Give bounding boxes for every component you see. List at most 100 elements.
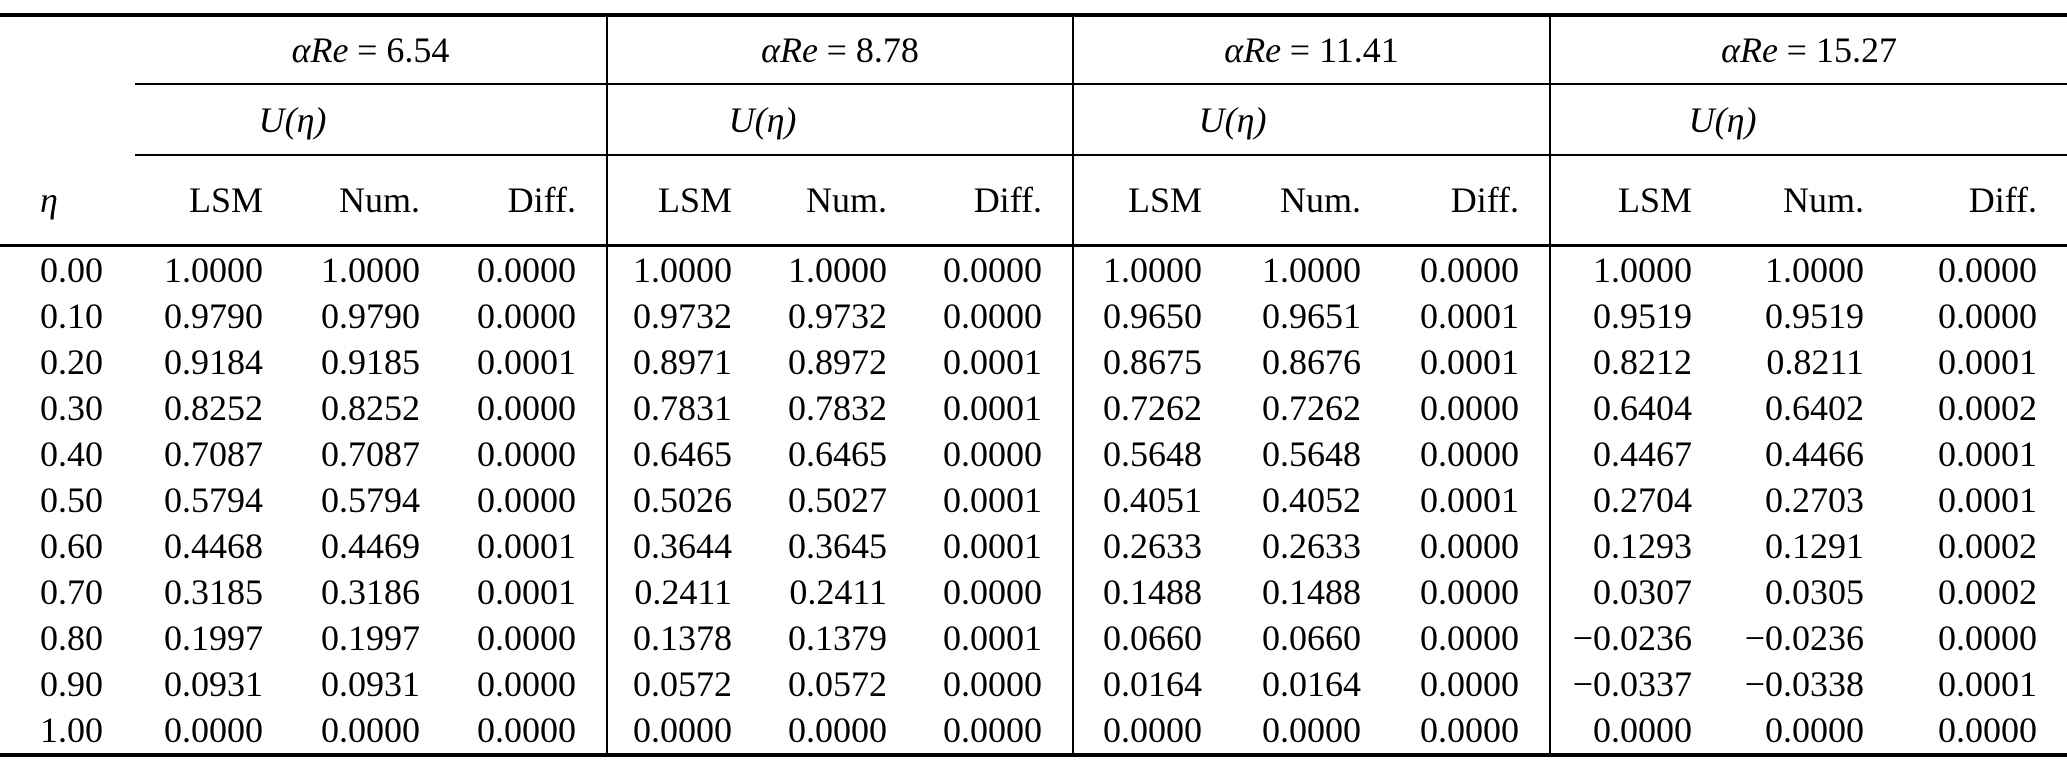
value-lsm: 0.4467 (1549, 431, 1723, 477)
param-symbol: αRe (1721, 30, 1779, 70)
value-num: 0.4469 (321, 526, 420, 566)
eta-column-header: η (0, 155, 135, 247)
value-lsm: 0.1488 (1072, 569, 1233, 615)
value-num: 0.1997 (321, 618, 420, 658)
num-header: Num. (1722, 155, 1895, 247)
diff-header: Diff. (917, 155, 1074, 247)
param-value: = 8.78 (826, 30, 919, 70)
u-header-1: U(η) (135, 84, 450, 156)
table-row: 0.20 0.9184 0.9185 0.0001 0.8971 0.8972 0.0001… (0, 339, 2067, 385)
value-num: −0.0338 (1744, 664, 1865, 704)
table-row: 1.00 0.0000 0.0000 0.0000 0.0000 0.0000 0.0000… (0, 707, 2067, 757)
value-lsm: 0.0000 (1072, 707, 1233, 757)
u-header-spacer (917, 84, 1074, 156)
value-diff: 0.0000 (917, 707, 1074, 757)
value-num: 0.3186 (321, 572, 420, 612)
value-num: 0.1291 (1765, 526, 1865, 566)
value-num: 0.0000 (293, 707, 450, 757)
value-num: 0.0000 (762, 707, 917, 757)
value-diff: 0.0000 (477, 296, 576, 336)
value-lsm: 0.2704 (1549, 477, 1723, 523)
value-lsm: 0.8212 (1549, 339, 1723, 385)
value-num: 0.4052 (1262, 480, 1362, 520)
value-lsm: 0.6404 (1549, 385, 1723, 431)
value-num: 0.7262 (1262, 388, 1362, 428)
results-table: αRe = 6.54 αRe = 8.78 αRe = 11.41 αRe = 15.2… (0, 13, 2067, 757)
eta-value: 0.40 (40, 434, 103, 474)
value-diff: 0.0002 (1938, 572, 2038, 612)
eta-value: 0.30 (40, 388, 103, 428)
value-lsm: 0.0307 (1549, 569, 1723, 615)
value-num: 0.2633 (1262, 526, 1362, 566)
table-row: 0.00 1.0000 1.0000 0.0000 1.0000 1.0000 0.0000… (0, 245, 2067, 293)
value-lsm: 0.8252 (164, 388, 263, 428)
eta-value: 0.80 (40, 618, 103, 658)
value-diff: 0.0001 (943, 618, 1043, 658)
value-num: 0.9651 (1262, 296, 1362, 336)
value-lsm: 0.0164 (1072, 661, 1233, 707)
value-lsm: 0.9184 (164, 342, 263, 382)
value-diff: 0.0000 (943, 250, 1043, 290)
lsm-header: LSM (1549, 155, 1723, 247)
value-diff: 0.0002 (1938, 388, 2038, 428)
value-diff: 0.0000 (1420, 572, 1520, 612)
value-num: 0.5794 (321, 480, 420, 520)
value-diff: 0.0000 (1420, 664, 1520, 704)
value-lsm: 0.8675 (1072, 339, 1233, 385)
value-num: 0.3645 (788, 526, 887, 566)
value-lsm: 1.0000 (606, 245, 762, 293)
lsm-header: LSM (606, 155, 762, 247)
value-diff: 0.0000 (1420, 526, 1520, 566)
value-diff: 0.0000 (943, 434, 1043, 474)
value-diff: 0.0000 (1391, 707, 1551, 757)
value-lsm: 0.0931 (164, 664, 263, 704)
lsm-header: LSM (135, 155, 293, 247)
value-num: 0.8972 (788, 342, 887, 382)
value-num: 0.8211 (1766, 342, 1865, 382)
value-lsm: 0.3644 (606, 523, 762, 569)
value-num: 0.0164 (1262, 664, 1362, 704)
table-row: 0.70 0.3185 0.3186 0.0001 0.2411 0.2411 0.0000… (0, 569, 2067, 615)
value-diff: 0.0000 (1420, 388, 1520, 428)
value-lsm: 1.0000 (1549, 245, 1723, 293)
group-header-2: αRe = 8.78 (605, 15, 1074, 85)
value-diff: 0.0001 (1938, 434, 2038, 474)
value-diff: 0.0000 (1420, 618, 1520, 658)
num-header: Num. (1232, 155, 1392, 247)
value-num: 0.2703 (1765, 480, 1865, 520)
value-lsm: 1.0000 (164, 250, 263, 290)
value-diff: 0.0000 (477, 664, 576, 704)
value-lsm: 0.6465 (606, 431, 762, 477)
eta-value: 0.10 (40, 296, 103, 336)
diff-header: Diff. (450, 155, 607, 247)
table-row: 0.80 0.1997 0.1997 0.0000 0.1378 0.1379 0.0001… (0, 615, 2067, 661)
value-lsm: 0.1997 (164, 618, 263, 658)
value-lsm: 0.0000 (1549, 707, 1723, 757)
value-diff: 0.0000 (477, 434, 576, 474)
value-lsm: 0.9519 (1549, 293, 1723, 339)
value-num: 0.0931 (321, 664, 420, 704)
value-num: 1.0000 (788, 250, 887, 290)
value-num: 0.9519 (1765, 296, 1865, 336)
value-diff: 0.0000 (477, 250, 576, 290)
param-value: = 15.27 (1786, 30, 1897, 70)
value-diff: 0.0000 (477, 480, 576, 520)
param-symbol: αRe (761, 30, 818, 70)
eta-value: 0.70 (40, 572, 103, 612)
value-diff: 0.0001 (477, 342, 576, 382)
value-num: 0.1379 (788, 618, 887, 658)
eta-value: 0.00 (40, 250, 103, 290)
value-num: 0.7832 (788, 388, 887, 428)
num-header: Num. (762, 155, 917, 247)
value-diff: 0.0000 (477, 388, 576, 428)
eta-value: 0.60 (40, 526, 103, 566)
table-row: 0.50 0.5794 0.5794 0.0000 0.5026 0.5027 0.0001… (0, 477, 2067, 523)
value-num: 1.0000 (1262, 250, 1362, 290)
eta-value: 1.00 (0, 707, 135, 757)
value-lsm: 0.0000 (606, 707, 762, 757)
value-lsm: 0.0572 (606, 661, 762, 707)
param-symbol: αRe (291, 30, 349, 70)
value-num: 0.0305 (1765, 572, 1865, 612)
value-num: 0.8252 (321, 388, 420, 428)
value-num: 0.9185 (321, 342, 420, 382)
